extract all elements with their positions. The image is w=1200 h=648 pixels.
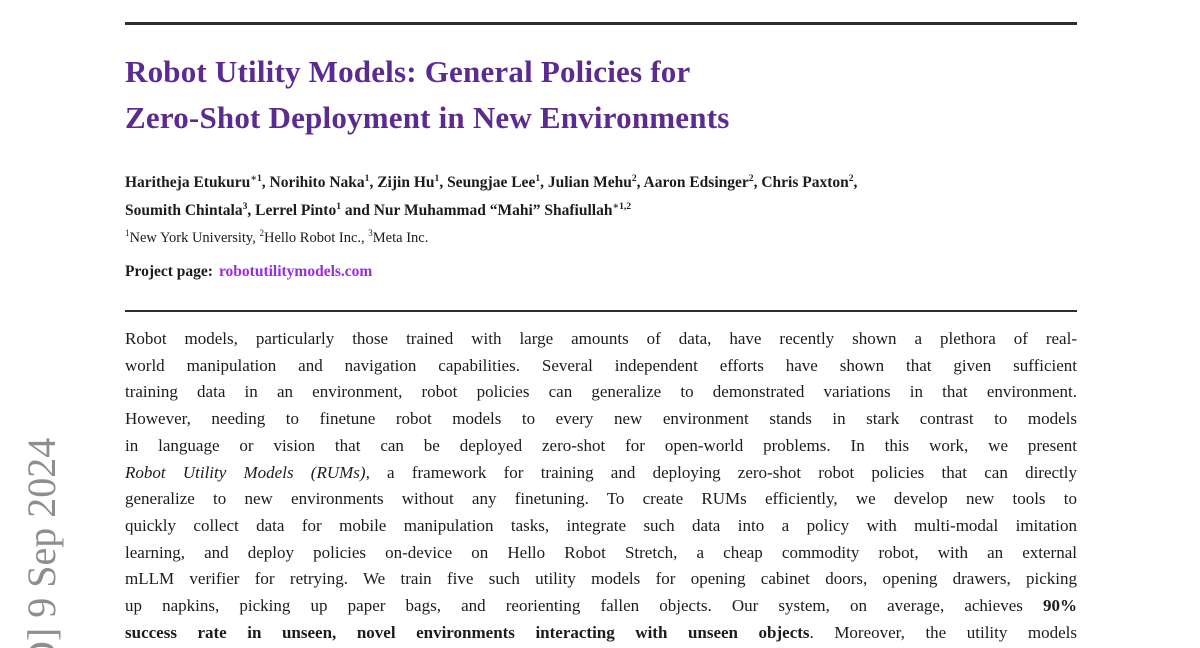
project-page-link[interactable]: robotutilitymodels.com: [218, 262, 373, 280]
text-line: quickly collect data for mobile manipula…: [125, 515, 1077, 535]
text-line: world manipulation and navigation capabi…: [125, 355, 1077, 375]
top-rule: [125, 22, 1077, 25]
paper-content-column: Robot Utility Models: General Policies f…: [125, 0, 1077, 646]
text-line: up napkins, picking up paper bags, and r…: [125, 596, 1077, 616]
text-line: mLLM verifier for retrying. We train fiv…: [125, 569, 1077, 589]
text-line: Robot models, particularly those trained…: [125, 329, 1077, 348]
project-page-row: Project page: robotutilitymodels.com: [125, 260, 1077, 284]
text-line: success rate in unseen, novel environmen…: [125, 622, 1077, 642]
text-line: learning, and deploy policies on-device …: [125, 542, 1077, 562]
text-line: training data in an environment, robot p…: [125, 382, 1077, 402]
affiliations: 1New York University, 2Hello Robot Inc.,…: [125, 226, 1077, 250]
text-line: Soumith Chintala3, Lerrel Pinto1 and Nur…: [125, 200, 632, 219]
paper-title-line-1: Robot Utility Models: General Policies f…: [125, 53, 691, 89]
text-line: generalize to new environments without a…: [125, 489, 1077, 509]
text-line: Haritheja Etukuru∗1, Norihito Naka1, Zij…: [125, 172, 858, 191]
abstract-paragraph: Robot models, particularly those trained…: [125, 326, 1077, 646]
arxiv-watermark: O] 9 Sep 2024: [19, 437, 64, 648]
project-page-label: Project page:: [125, 262, 213, 280]
paper-title: Robot Utility Models: General Policies f…: [125, 49, 1077, 141]
paper-title-line-2: Zero-Shot Deployment in New Environments: [125, 99, 730, 135]
separator-rule: [125, 309, 1077, 312]
author-list: Haritheja Etukuru∗1, Norihito Naka1, Zij…: [125, 169, 1077, 225]
text-line: However, needing to finetune robot model…: [125, 409, 1077, 429]
text-line: in language or vision that can be deploy…: [125, 435, 1077, 455]
text-line: Robot Utility Models (RUMs), a framework…: [125, 462, 1077, 482]
text-line: 1New York University, 2Hello Robot Inc.,…: [125, 227, 429, 246]
